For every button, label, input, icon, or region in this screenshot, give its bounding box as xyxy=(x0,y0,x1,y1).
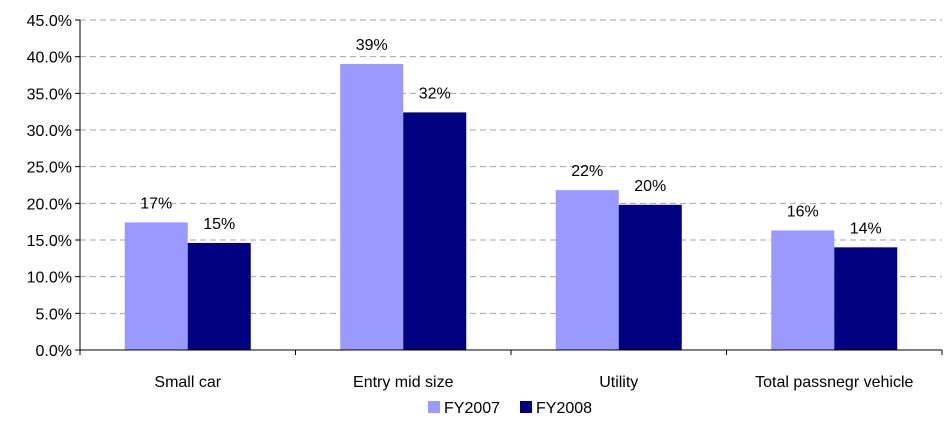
data-label: 15% xyxy=(203,216,235,233)
y-tick-label: 45.0% xyxy=(27,13,72,30)
data-label: 14% xyxy=(850,220,882,237)
legend-label: FY2007 xyxy=(444,400,500,417)
bar-fy2008 xyxy=(403,112,467,351)
legend: FY2007 FY2008 xyxy=(428,400,592,417)
y-tick-label: 0.0% xyxy=(36,343,72,360)
data-label: 20% xyxy=(634,178,666,195)
y-tick-label: 40.0% xyxy=(27,50,72,67)
data-label: 17% xyxy=(140,195,172,212)
bar-fy2008 xyxy=(834,247,898,350)
bar-fy2007 xyxy=(771,230,835,350)
x-tick-label: Utility xyxy=(599,374,638,391)
x-tick-label: Entry mid size xyxy=(353,374,454,391)
bar-fy2008 xyxy=(618,204,682,350)
bar-fy2007 xyxy=(555,190,619,350)
legend-swatch-fy2007 xyxy=(428,401,440,413)
bars xyxy=(124,64,898,351)
data-labels: 17% 15% 39% 32% 22% 20% 16% 14% xyxy=(140,37,882,237)
y-tick-label: 30.0% xyxy=(27,123,72,140)
bar-fy2007 xyxy=(124,222,188,350)
y-tick-label: 15.0% xyxy=(27,233,72,250)
y-tick-label: 20.0% xyxy=(27,196,72,213)
axes: 0.0% 5.0% 10.0% 15.0% 20.0% 25.0% 30.0% 35.0% 40… xyxy=(27,13,943,391)
x-tick-label: Total passnegr vehicle xyxy=(755,374,913,391)
bar-fy2007 xyxy=(340,64,404,350)
legend-swatch-fy2008 xyxy=(520,401,532,413)
y-tick-label: 10.0% xyxy=(27,270,72,287)
y-tick-label: 5.0% xyxy=(36,306,72,323)
bar-fy2008 xyxy=(187,242,251,350)
data-label: 16% xyxy=(787,203,819,220)
data-label: 32% xyxy=(419,85,451,102)
data-label: 22% xyxy=(571,163,603,180)
y-tick-label: 25.0% xyxy=(27,160,72,177)
x-tick-label: Small car xyxy=(154,374,221,391)
legend-label: FY2008 xyxy=(536,400,592,417)
y-tick-label: 35.0% xyxy=(27,86,72,103)
data-label: 39% xyxy=(356,37,388,54)
